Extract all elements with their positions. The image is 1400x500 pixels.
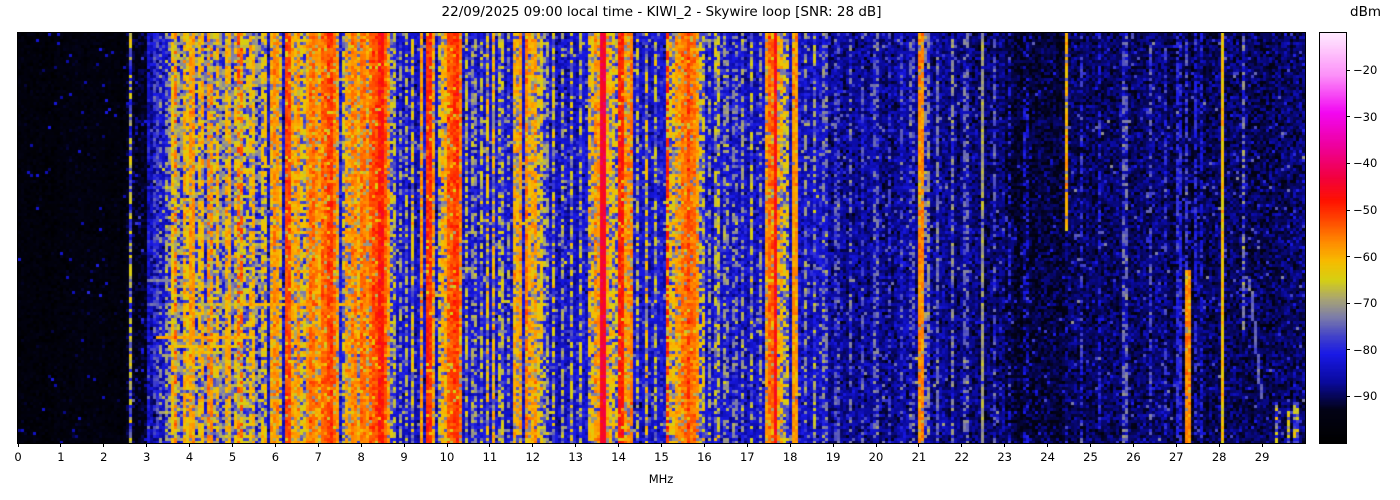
x-tick-label: 13 [568, 450, 584, 464]
colorbar-tick-label: −50 [1353, 203, 1378, 218]
x-tick-label: 15 [654, 450, 669, 464]
x-tick-mark [532, 443, 534, 447]
colorbar-tick-label: −20 [1353, 63, 1378, 78]
x-tick-label: 10 [439, 450, 455, 464]
x-tick-label: 7 [314, 450, 322, 464]
x-tick-mark [961, 443, 963, 447]
colorbar-tick-label: −60 [1353, 249, 1378, 264]
x-tick-mark [189, 443, 191, 447]
x-tick-label: 24 [1040, 450, 1055, 464]
x-tick-mark [146, 443, 148, 447]
x-tick-mark [446, 443, 448, 447]
x-tick-mark [703, 443, 705, 447]
colorbar-tick-label: −40 [1353, 156, 1378, 171]
x-tick-label: 20 [868, 450, 884, 464]
x-tick-label: 17 [739, 450, 755, 464]
x-tick-label: 0 [14, 450, 22, 464]
x-tick-mark [789, 443, 791, 447]
x-tick-mark [746, 443, 748, 447]
x-tick-mark [661, 443, 662, 447]
colorbar-tick-mark [1346, 256, 1350, 258]
colorbar-tick-mark [1346, 349, 1350, 351]
x-tick-mark [60, 443, 62, 447]
x-tick-mark [1261, 443, 1263, 447]
x-tick-label: 5 [228, 450, 237, 464]
colorbar-tick-mark [1346, 162, 1350, 164]
x-tick-mark [489, 443, 491, 447]
x-tick-label: 18 [782, 450, 798, 464]
x-tick-mark [403, 443, 405, 447]
colorbar-label: dBm [1350, 4, 1381, 20]
colorbar-tick-label: −30 [1353, 109, 1378, 124]
x-tick-mark [1090, 443, 1091, 447]
x-axis-label: MHz [648, 472, 674, 486]
colorbar-tick-mark [1346, 116, 1350, 118]
x-tick-label: 6 [271, 450, 280, 464]
x-tick-mark [274, 443, 276, 447]
colorbar-tick-mark [1346, 69, 1350, 71]
colorbar-tick-mark [1346, 395, 1350, 397]
x-tick-label: 1 [57, 450, 65, 464]
x-tick-label: 12 [525, 450, 541, 464]
x-tick-label: 16 [697, 450, 712, 464]
x-tick-label: 27 [1168, 450, 1184, 464]
x-tick-mark [1218, 443, 1220, 447]
x-tick-mark [232, 443, 233, 447]
x-tick-label: 21 [911, 450, 927, 464]
x-tick-label: 22 [954, 450, 970, 464]
x-tick-label: 25 [1083, 450, 1098, 464]
x-tick-mark [360, 443, 362, 447]
x-tick-mark [575, 443, 577, 447]
x-tick-label: 3 [143, 450, 151, 464]
x-tick-mark [832, 443, 834, 447]
x-tick-mark [918, 443, 920, 447]
x-tick-mark [1047, 443, 1049, 447]
x-tick-mark [1004, 443, 1006, 447]
x-tick-label: 19 [825, 450, 841, 464]
x-tick-label: 28 [1211, 450, 1227, 464]
colorbar-tick-mark [1346, 209, 1350, 211]
x-tick-mark [103, 443, 105, 447]
x-tick-mark [1175, 443, 1177, 447]
x-tick-label: 26 [1126, 450, 1141, 464]
colorbar-frame [1319, 32, 1347, 444]
chart-title: 22/09/2025 09:00 local time - KIWI_2 - S… [441, 4, 882, 20]
x-tick-label: 11 [482, 450, 498, 464]
x-tick-label: 29 [1254, 450, 1270, 464]
x-tick-mark [17, 443, 19, 447]
x-tick-label: 2 [100, 450, 108, 464]
x-tick-label: 9 [400, 450, 408, 464]
x-tick-mark [317, 443, 319, 447]
colorbar-gradient [1320, 33, 1346, 443]
colorbar-tick-label: −80 [1353, 342, 1378, 357]
colorbar-tick-mark [1346, 302, 1350, 304]
x-tick-mark [1132, 443, 1134, 447]
waterfall-heatmap [18, 33, 1305, 443]
x-tick-label: 14 [611, 450, 626, 464]
x-tick-label: 4 [185, 450, 194, 464]
x-tick-mark [618, 443, 620, 447]
x-tick-label: 8 [357, 450, 365, 464]
colorbar-tick-label: −70 [1353, 296, 1378, 311]
x-tick-mark [875, 443, 877, 447]
x-tick-label: 23 [997, 450, 1013, 464]
colorbar-tick-label: −90 [1353, 389, 1378, 404]
